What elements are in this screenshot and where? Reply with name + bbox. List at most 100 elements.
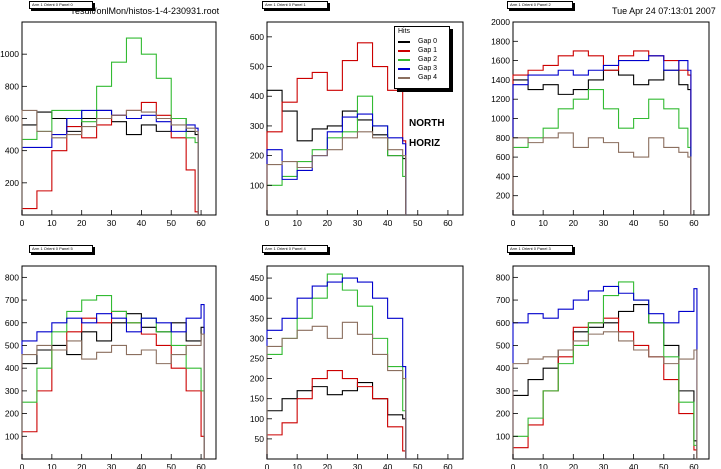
y-tick-label: 400 bbox=[5, 146, 19, 156]
x-tick-label: 10 bbox=[538, 218, 548, 228]
x-tick-label: 0 bbox=[511, 462, 516, 469]
x-tick-label: 60 bbox=[689, 218, 699, 228]
y-tick-label: 400 bbox=[250, 293, 264, 303]
series-line bbox=[266, 113, 407, 215]
x-tick-label: 20 bbox=[569, 218, 579, 228]
histogram-panel: 0 10 20 30 40 50 60 50 100 150 200 250 300 350 400 450 bbox=[250, 265, 464, 469]
y-tick-label: 2000 bbox=[491, 17, 510, 27]
y-tick-label: 200 bbox=[5, 409, 19, 419]
panel-title: Arm 1 Orient 0 Panel 5 bbox=[29, 245, 93, 253]
legend-label: Gap 0 bbox=[418, 38, 438, 45]
legend-entry: Gap 0 bbox=[398, 38, 448, 46]
y-tick-label: 600 bbox=[5, 114, 19, 124]
x-tick-label: 20 bbox=[569, 462, 579, 469]
plot-frame bbox=[21, 265, 217, 460]
x-tick-label: 30 bbox=[599, 462, 609, 469]
x-tick-label: 40 bbox=[137, 218, 147, 228]
series-line bbox=[266, 369, 407, 459]
x-tick-label: 50 bbox=[659, 462, 669, 469]
legend-swatch bbox=[398, 41, 410, 43]
panel-title: Arm 1 Orient 0 Panel 4 bbox=[262, 245, 328, 253]
legend-label: Gap 3 bbox=[418, 65, 438, 72]
series-line bbox=[512, 285, 698, 459]
y-tick-label: 800 bbox=[496, 272, 510, 282]
y-tick-label: 450 bbox=[250, 273, 264, 283]
y-tick-label: 1800 bbox=[491, 36, 510, 46]
x-tick-label: 40 bbox=[629, 462, 639, 469]
x-tick-label: 0 bbox=[265, 218, 270, 228]
series-line bbox=[266, 382, 407, 459]
y-tick-label: 1000 bbox=[491, 114, 510, 124]
x-tick-label: 0 bbox=[511, 218, 516, 228]
y-tick-label: 200 bbox=[250, 374, 264, 384]
x-tick-label: 30 bbox=[353, 462, 363, 469]
legend-swatch bbox=[398, 68, 410, 70]
x-tick-label: 40 bbox=[137, 462, 147, 469]
legend-entry: Gap 4 bbox=[398, 74, 448, 82]
series-line bbox=[21, 109, 199, 215]
y-tick-label: 100 bbox=[250, 414, 264, 424]
legend-label: Gap 4 bbox=[418, 74, 438, 81]
series-line bbox=[266, 273, 407, 459]
series-line bbox=[21, 294, 205, 459]
y-tick-label: 250 bbox=[250, 353, 264, 363]
y-tick-label: 400 bbox=[496, 171, 510, 181]
x-tick-label: 40 bbox=[383, 218, 393, 228]
x-tick-label: 40 bbox=[629, 218, 639, 228]
x-tick-label: 0 bbox=[20, 218, 25, 228]
series-line bbox=[21, 310, 205, 459]
series-line bbox=[266, 42, 407, 215]
panel-title: Arm 1 Orient 0 Panel 3 bbox=[507, 245, 573, 253]
y-tick-label: 100 bbox=[496, 431, 510, 441]
legend-label: Gap 1 bbox=[418, 47, 438, 54]
x-tick-label: 60 bbox=[443, 462, 453, 469]
y-tick-label: 700 bbox=[5, 295, 19, 305]
y-tick-label: 800 bbox=[5, 81, 19, 91]
x-tick-label: 30 bbox=[107, 218, 117, 228]
series-line bbox=[512, 331, 698, 459]
panel-title: Arm 1 Orient 0 Panel 1 bbox=[262, 1, 328, 9]
overlay-horiz-label: HORIZ bbox=[409, 138, 441, 149]
x-tick-label: 30 bbox=[353, 218, 363, 228]
legend-swatch bbox=[398, 50, 410, 52]
series-line bbox=[21, 109, 199, 215]
plot-frame bbox=[266, 265, 464, 460]
panel-title: Arm 1 Orient 0 Panel 0 bbox=[29, 1, 93, 9]
y-tick-label: 50 bbox=[255, 434, 265, 444]
y-tick-label: 600 bbox=[5, 318, 19, 328]
y-tick-label: 400 bbox=[496, 363, 510, 373]
series-line bbox=[512, 304, 698, 459]
legend-title: Hits bbox=[398, 28, 411, 35]
y-tick-label: 200 bbox=[496, 191, 510, 201]
y-tick-label: 500 bbox=[5, 340, 19, 350]
histogram-panel: 0 10 20 30 40 50 60 200 400 600 800 1000 1200 1400 160… bbox=[491, 17, 710, 228]
y-tick-label: 600 bbox=[496, 318, 510, 328]
legend-swatch bbox=[398, 59, 410, 61]
x-tick-label: 20 bbox=[77, 218, 87, 228]
series-line bbox=[266, 89, 407, 215]
x-tick-label: 10 bbox=[292, 462, 302, 469]
file-title: result/onlMon/histos-1-4-230931.root bbox=[72, 6, 220, 16]
histogram-panel: 0 10 20 30 40 50 60 100 200 300 400 500 600 700 800 bbox=[5, 265, 217, 469]
x-tick-label: 60 bbox=[196, 462, 206, 469]
y-tick-label: 1000 bbox=[0, 49, 19, 59]
x-tick-label: 30 bbox=[107, 462, 117, 469]
legend-entry: Gap 3 bbox=[398, 65, 448, 73]
y-tick-label: 1400 bbox=[491, 75, 510, 85]
y-tick-label: 400 bbox=[250, 91, 264, 101]
y-tick-label: 100 bbox=[250, 180, 264, 190]
timestamp: Tue Apr 24 07:13:01 2007 bbox=[612, 6, 716, 16]
series-line bbox=[21, 304, 205, 459]
legend-swatch bbox=[398, 77, 410, 79]
x-tick-label: 60 bbox=[443, 218, 453, 228]
x-tick-label: 50 bbox=[166, 218, 176, 228]
y-tick-label: 300 bbox=[5, 386, 19, 396]
plot-frame bbox=[512, 21, 710, 216]
y-tick-label: 300 bbox=[496, 386, 510, 396]
histogram-panel: 0 10 20 30 40 50 60 200 400 600 800 1000 bbox=[0, 21, 217, 228]
series-line bbox=[266, 131, 407, 215]
x-tick-label: 10 bbox=[538, 462, 548, 469]
series-line bbox=[512, 281, 698, 459]
y-tick-label: 500 bbox=[496, 340, 510, 350]
y-tick-label: 300 bbox=[250, 333, 264, 343]
